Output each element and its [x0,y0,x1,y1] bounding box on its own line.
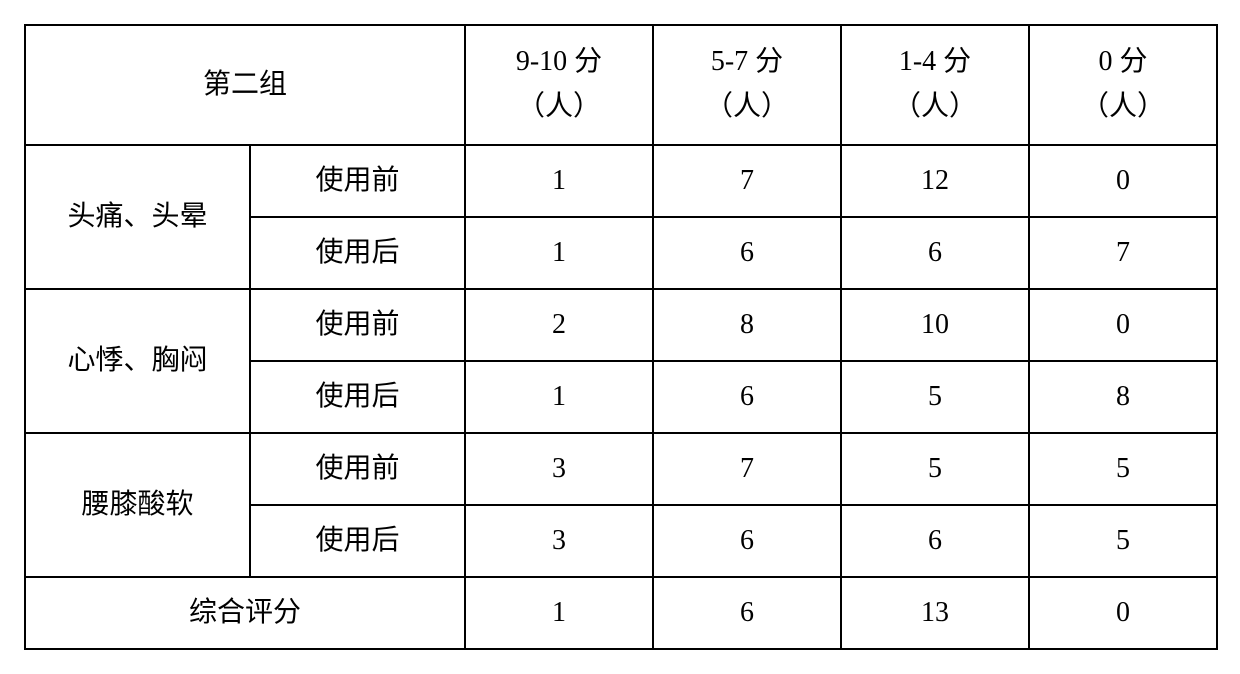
summary-label-cell: 综合评分 [25,577,465,649]
score-col-line2: （人） [705,91,789,122]
score-col-line1: 1-4 分 [899,46,971,77]
value-cell: 6 [841,505,1029,577]
value-cell: 7 [1029,217,1217,289]
value-cell: 1 [465,577,653,649]
value: 6 [928,525,942,556]
table-row: 腰膝酸软 使用前 3 7 5 5 [25,433,1217,505]
phase-cell: 使用前 [250,433,465,505]
value-cell: 5 [841,361,1029,433]
phase-label: 使用后 [316,381,400,412]
value-cell: 7 [653,433,841,505]
summary-label: 综合评分 [189,597,301,628]
symptom-name: 心悸、胸闷 [67,345,207,376]
value: 7 [740,453,754,484]
value-cell: 13 [841,577,1029,649]
value: 8 [1116,381,1130,412]
score-col-line2: （人） [893,91,977,122]
value: 13 [921,597,949,628]
value-cell: 3 [465,433,653,505]
value-cell: 3 [465,505,653,577]
value: 6 [740,381,754,412]
phase-cell: 使用后 [250,361,465,433]
value: 7 [1116,237,1130,268]
value: 5 [1116,525,1130,556]
value-cell: 6 [841,217,1029,289]
phase-cell: 使用前 [250,289,465,361]
value-cell: 8 [1029,361,1217,433]
header-row: 第二组 9-10 分 （人） 5-7 分 （人） 1-4 分 （人） 0 分 （… [25,25,1217,145]
value: 10 [921,309,949,340]
value-cell: 0 [1029,577,1217,649]
value: 1 [552,597,566,628]
value-cell: 1 [465,361,653,433]
value-cell: 6 [653,361,841,433]
score-table: 第二组 9-10 分 （人） 5-7 分 （人） 1-4 分 （人） 0 分 （… [24,24,1218,650]
value-cell: 6 [653,577,841,649]
symptom-name-cell: 腰膝酸软 [25,433,250,577]
value-cell: 5 [1029,505,1217,577]
score-col-line2: （人） [1081,91,1165,122]
value-cell: 8 [653,289,841,361]
value: 5 [928,453,942,484]
value: 5 [1116,453,1130,484]
value-cell: 7 [653,145,841,217]
score-col-header-0: 9-10 分 （人） [465,25,653,145]
value: 0 [1116,165,1130,196]
phase-label: 使用后 [316,237,400,268]
value-cell: 1 [465,217,653,289]
value: 12 [921,165,949,196]
value-cell: 0 [1029,145,1217,217]
summary-row: 综合评分 1 6 13 0 [25,577,1217,649]
value: 1 [552,381,566,412]
value: 5 [928,381,942,412]
score-col-line1: 5-7 分 [711,46,783,77]
value: 6 [740,237,754,268]
value: 6 [928,237,942,268]
value: 1 [552,165,566,196]
symptom-name-cell: 心悸、胸闷 [25,289,250,433]
table-row: 心悸、胸闷 使用前 2 8 10 0 [25,289,1217,361]
value-cell: 1 [465,145,653,217]
phase-cell: 使用后 [250,217,465,289]
value: 6 [740,597,754,628]
value-cell: 5 [841,433,1029,505]
group-title-cell: 第二组 [25,25,465,145]
symptom-name: 头痛、头晕 [67,201,207,232]
value-cell: 6 [653,505,841,577]
value: 3 [552,453,566,484]
value: 7 [740,165,754,196]
score-col-header-3: 0 分 （人） [1029,25,1217,145]
value-cell: 0 [1029,289,1217,361]
value-cell: 12 [841,145,1029,217]
symptom-name: 腰膝酸软 [81,489,193,520]
symptom-name-cell: 头痛、头晕 [25,145,250,289]
value-cell: 6 [653,217,841,289]
phase-label: 使用前 [316,453,400,484]
value: 2 [552,309,566,340]
phase-cell: 使用前 [250,145,465,217]
value-cell: 5 [1029,433,1217,505]
score-col-header-2: 1-4 分 （人） [841,25,1029,145]
phase-label: 使用前 [316,165,400,196]
value: 6 [740,525,754,556]
group-title: 第二组 [203,69,287,100]
phase-cell: 使用后 [250,505,465,577]
score-col-line1: 9-10 分 [516,46,602,77]
value-cell: 2 [465,289,653,361]
score-col-line1: 0 分 [1099,46,1148,77]
value: 0 [1116,309,1130,340]
score-col-header-1: 5-7 分 （人） [653,25,841,145]
score-col-line2: （人） [517,91,601,122]
value-cell: 10 [841,289,1029,361]
value: 0 [1116,597,1130,628]
value: 1 [552,237,566,268]
value: 3 [552,525,566,556]
phase-label: 使用前 [316,309,400,340]
value: 8 [740,309,754,340]
table-row: 头痛、头晕 使用前 1 7 12 0 [25,145,1217,217]
phase-label: 使用后 [316,525,400,556]
